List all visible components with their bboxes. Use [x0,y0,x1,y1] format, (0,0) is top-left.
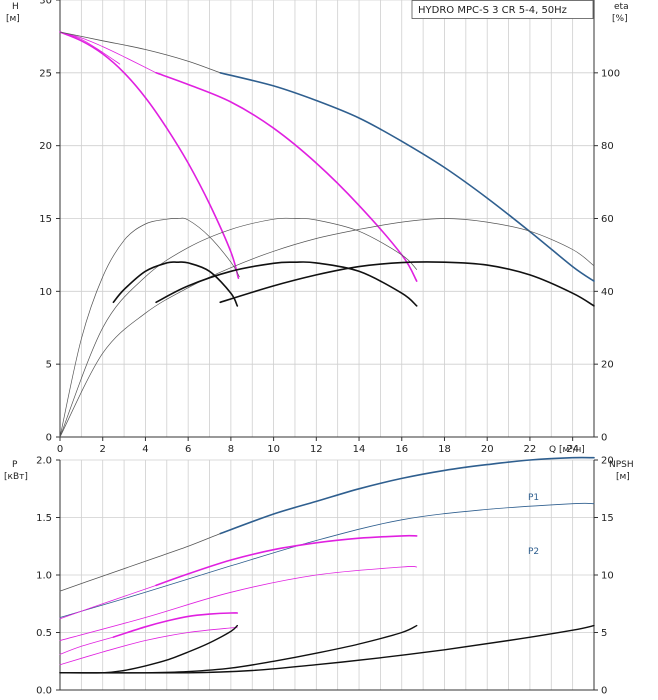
x-tick-label: 12 [310,444,323,455]
series-line-p1-2-pumps [155,534,418,587]
y2-tick-label: 0 [601,433,607,444]
x-tick-label: 18 [438,444,451,455]
y-axis-unit-h: [м] [6,14,20,24]
y-tick-label: 25 [39,68,52,79]
top-axes [56,0,598,441]
y2-tick-label: 80 [601,141,614,152]
x-tick-label: 20 [481,444,494,455]
top-series [59,31,595,438]
top-grid [59,0,595,438]
y-tick-label: 10 [39,287,52,298]
chart-title: HYDRO MPC-S 3 CR 5-4, 50Hz [418,5,567,16]
series-line-p2-2-pumps [59,565,418,641]
series-label-p1: P1 [528,493,539,503]
series-line-eta-1-bold [112,261,239,307]
series-line-eta-2-thin [59,217,418,438]
series-line-eta-3-bold [219,261,595,307]
y2-axis-label-npsh: NPSH [609,460,634,470]
y-tick-label: 20 [39,141,52,152]
y2-tick-label: 5 [601,628,607,639]
y2-tick-label: 20 [601,456,614,467]
y-axis-label-h: H [12,2,19,12]
y-tick-label: 0.5 [36,628,52,639]
series-line-p1-1-pump [112,612,239,638]
series-line-h-1-pump-extension [59,31,121,65]
x-tick-label: 4 [142,444,148,455]
x-axis-label-q: Q [549,445,556,455]
series-line-eta-3-thin [59,218,595,438]
title-box [411,0,594,19]
x-tick-label: 2 [100,444,106,455]
y2-tick-label: 15 [601,513,614,524]
series-line-p1-3-pumps [219,456,595,535]
bottom-series [59,456,595,674]
y2-tick-label: 10 [601,571,614,582]
y-tick-label: 0.0 [36,686,52,697]
series-line-p2-1-pump [59,627,238,666]
y-tick-label: 5 [46,360,52,371]
series-line-p1-1-pump-extension [59,636,114,655]
y-axis-label-p: P [12,460,18,470]
x-tick-label: 22 [524,444,537,455]
x-axis-unit-q: [м³/ч] [559,445,585,455]
series-line-h-3-pumps-extension [59,31,221,74]
power-npsh-panel: 0.0 0.5 1.0 1.5 2.0 0 5 10 15 20 P [кВт] NPSH [м]… [4,456,634,697]
series-line-h-2-pumps-extension [59,31,157,74]
series-line-p1-3-pumps-extension [59,533,221,592]
series-line-eta-2-bold [155,261,418,307]
y2-tick-label: 60 [601,214,614,225]
series-line-p1-2-pumps-extension [59,585,157,620]
y2-axis-unit-npsh: [м] [616,472,630,482]
series-line-eta-1-thin [59,217,240,438]
y-axis-unit-p: [кВт] [4,472,28,482]
y-tick-label: 1.0 [36,571,52,582]
y2-tick-label: 40 [601,287,614,298]
series-label-p2: P2 [528,547,539,557]
x-tick-label: 10 [267,444,280,455]
series-line-h-2-pumps [155,72,418,282]
y2-axis-label-eta: eta [614,2,629,12]
x-tick-label: 24 [566,444,579,455]
y2-tick-label: 0 [601,686,607,697]
y-tick-label: 1.5 [36,513,52,524]
x-tick-label: 14 [353,444,366,455]
y-tick-label: 15 [39,214,52,225]
y2-axis-unit-eta: [%] [612,14,628,24]
x-tick-label: 16 [395,444,408,455]
series-line-h-3-pumps [219,72,595,282]
x-tick-label: 6 [185,444,191,455]
y-tick-label: 30 [39,0,52,7]
x-tick-label: 0 [57,444,63,455]
y-tick-label: 0 [46,433,52,444]
y2-tick-label: 100 [601,68,620,79]
x-tick-label: 8 [228,444,234,455]
y2-tick-label: 20 [601,360,614,371]
bottom-axes [56,459,598,691]
series-line-h-1-pump [59,31,240,279]
series-line-npsh-3-pumps [59,624,595,674]
y-tick-label: 2.0 [36,456,52,467]
series-line-p2-3-pumps [59,502,595,618]
bottom-tick-labels: 0.0 0.5 1.0 1.5 2.0 0 5 10 15 20 [36,456,614,697]
